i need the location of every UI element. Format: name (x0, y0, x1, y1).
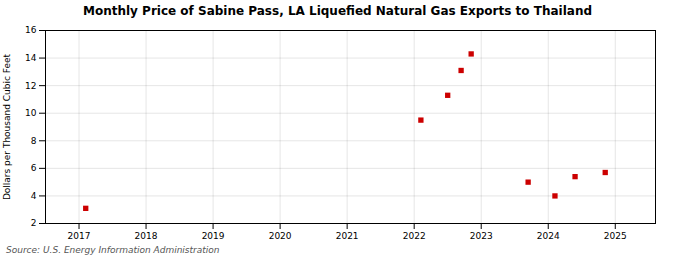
svg-text:2023: 2023 (470, 231, 493, 241)
html-text:Source: U.S. Energy Informatio: Source: U.S. Energy Information Administ… (6, 245, 220, 255)
svg-text:2019: 2019 (202, 231, 225, 241)
svg-text:8: 8 (31, 136, 37, 146)
svg-text:16: 16 (25, 25, 37, 35)
svg-text:14: 14 (25, 53, 37, 63)
svg-text:10: 10 (25, 108, 37, 118)
svg-text:2020: 2020 (269, 231, 292, 241)
svg-text:2018: 2018 (135, 231, 158, 241)
svg-text:2021: 2021 (336, 231, 359, 241)
svg-text:12: 12 (25, 81, 36, 91)
svg-text:2017: 2017 (68, 231, 91, 241)
html-text:Monthly Price of Sabine Pass,: Monthly Price of Sabine Pass, LA Liquefi… (83, 4, 592, 18)
svg-text:2025: 2025 (604, 231, 627, 241)
svg-text:6: 6 (31, 163, 37, 173)
svg-text:2: 2 (31, 218, 37, 228)
svg-text:2022: 2022 (403, 231, 426, 241)
svg-text:2024: 2024 (537, 231, 560, 241)
svg-text:4: 4 (31, 191, 37, 201)
svg-text:Dollars per Thousand Cubic Fee: Dollars per Thousand Cubic Feet (2, 53, 12, 200)
